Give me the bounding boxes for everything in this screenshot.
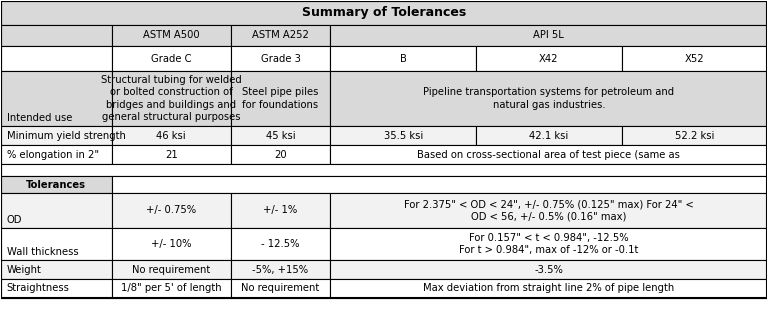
Bar: [230, 71, 330, 126]
Text: No requirement: No requirement: [132, 265, 210, 275]
Bar: [230, 145, 330, 164]
Bar: [230, 46, 330, 71]
Text: Pipeline transportation systems for petroleum and
natural gas industries.: Pipeline transportation systems for petr…: [423, 88, 674, 110]
Bar: [330, 228, 767, 261]
Text: 35.5 ksi: 35.5 ksi: [383, 131, 423, 141]
Bar: [1, 228, 112, 261]
Bar: [230, 228, 330, 261]
Text: Straightness: Straightness: [7, 284, 70, 293]
Text: Summary of Tolerances: Summary of Tolerances: [302, 6, 466, 19]
Bar: [1, 126, 112, 145]
Bar: [1, 193, 112, 228]
Bar: [1, 261, 112, 279]
Text: -3.5%: -3.5%: [535, 265, 563, 275]
Bar: [1, 164, 767, 176]
Text: +/- 1%: +/- 1%: [263, 205, 298, 215]
Text: +/- 10%: +/- 10%: [151, 239, 191, 249]
Text: ASTM A252: ASTM A252: [252, 30, 309, 40]
Text: No requirement: No requirement: [241, 284, 319, 293]
Bar: [330, 71, 767, 126]
Bar: [230, 193, 330, 228]
Text: OD: OD: [7, 214, 22, 224]
Bar: [330, 145, 767, 164]
Bar: [1, 1, 767, 298]
Text: For 2.375" < OD < 24", +/- 0.75% (0.125" max) For 24" <
OD < 56, +/- 0.5% (0.16": For 2.375" < OD < 24", +/- 0.75% (0.125"…: [404, 199, 694, 221]
Bar: [330, 261, 767, 279]
Bar: [1, 279, 112, 298]
Text: % elongation in 2": % elongation in 2": [7, 150, 99, 160]
Text: ASTM A500: ASTM A500: [143, 30, 200, 40]
Text: 21: 21: [165, 150, 177, 160]
Text: 20: 20: [274, 150, 286, 160]
Bar: [230, 279, 330, 298]
Text: Grade C: Grade C: [151, 54, 191, 64]
Text: - 12.5%: - 12.5%: [261, 239, 300, 249]
Bar: [1, 46, 112, 71]
Text: Wall thickness: Wall thickness: [7, 247, 78, 257]
Bar: [112, 145, 230, 164]
Text: X42: X42: [539, 54, 558, 64]
Bar: [476, 126, 621, 145]
Text: +/- 0.75%: +/- 0.75%: [146, 205, 197, 215]
Text: Intended use: Intended use: [7, 113, 72, 123]
Text: 45 ksi: 45 ksi: [266, 131, 296, 141]
Bar: [112, 176, 767, 193]
Bar: [112, 261, 230, 279]
Text: 1/8" per 5' of length: 1/8" per 5' of length: [121, 284, 222, 293]
Bar: [621, 46, 767, 71]
Bar: [230, 25, 330, 46]
Text: 52.2 ksi: 52.2 ksi: [675, 131, 714, 141]
Bar: [1, 145, 112, 164]
Text: Weight: Weight: [7, 265, 41, 275]
Bar: [112, 46, 230, 71]
Bar: [330, 25, 767, 46]
Text: Max deviation from straight line 2% of pipe length: Max deviation from straight line 2% of p…: [423, 284, 674, 293]
Text: Grade 3: Grade 3: [260, 54, 300, 64]
Bar: [112, 25, 230, 46]
Bar: [330, 126, 476, 145]
Text: Based on cross-sectional area of test piece (same as: Based on cross-sectional area of test pi…: [417, 150, 680, 160]
Text: Structural tubing for welded
or bolted construction of
bridges and buildings and: Structural tubing for welded or bolted c…: [101, 75, 242, 122]
Text: Tolerances: Tolerances: [26, 180, 86, 190]
Text: X52: X52: [684, 54, 704, 64]
Bar: [112, 279, 230, 298]
Bar: [330, 46, 476, 71]
Bar: [1, 176, 112, 193]
Text: 46 ksi: 46 ksi: [157, 131, 186, 141]
Bar: [330, 193, 767, 228]
Bar: [1, 71, 112, 126]
Bar: [112, 126, 230, 145]
Text: 42.1 ksi: 42.1 ksi: [529, 131, 568, 141]
Bar: [230, 261, 330, 279]
Bar: [476, 46, 621, 71]
Text: For 0.157" < t < 0.984", -12.5%
For t > 0.984", max of -12% or -0.1t: For 0.157" < t < 0.984", -12.5% For t > …: [459, 233, 638, 256]
Bar: [112, 71, 230, 126]
Bar: [621, 126, 767, 145]
Bar: [1, 25, 112, 46]
Text: B: B: [399, 54, 406, 64]
Bar: [112, 228, 230, 261]
Text: Steel pipe piles
for foundations: Steel pipe piles for foundations: [243, 88, 319, 110]
Bar: [330, 279, 767, 298]
Text: Minimum yield strength: Minimum yield strength: [7, 131, 126, 141]
Bar: [230, 126, 330, 145]
Text: API 5L: API 5L: [534, 30, 564, 40]
Bar: [112, 193, 230, 228]
Bar: [1, 1, 767, 25]
Text: -5%, +15%: -5%, +15%: [253, 265, 309, 275]
